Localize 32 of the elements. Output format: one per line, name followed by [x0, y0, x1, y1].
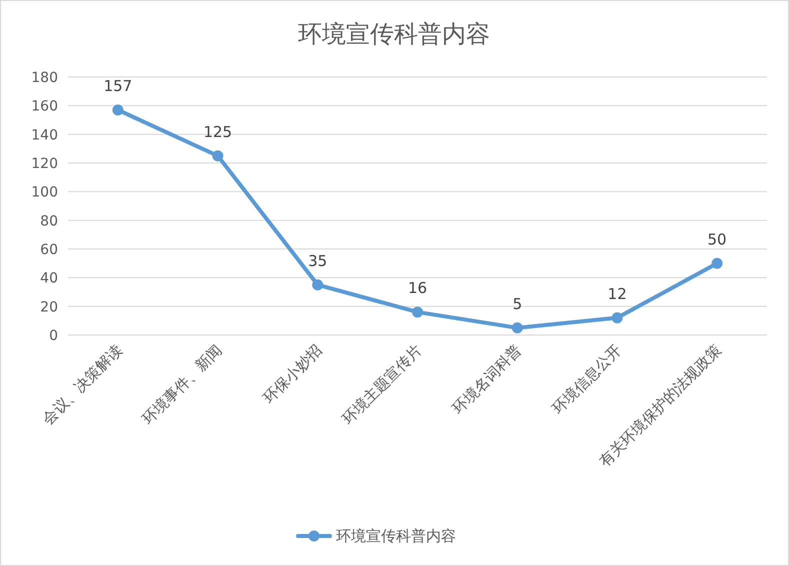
- y-tick-label: 80: [40, 213, 58, 230]
- data-label: 125: [203, 122, 232, 141]
- chart-title: 环境宣传科普内容: [298, 20, 490, 48]
- y-tick-label: 60: [40, 242, 58, 258]
- data-label: 157: [104, 76, 132, 95]
- point: [512, 322, 523, 334]
- x-tick-label: 环境主题宣传片: [338, 341, 426, 428]
- point: [112, 104, 124, 116]
- point: [412, 306, 423, 318]
- y-tick-label: 160: [31, 98, 58, 115]
- x-tick-label: 环保小妙招: [260, 341, 326, 407]
- x-tick-label: 环境信息公开: [548, 341, 626, 418]
- data-label: 5: [512, 294, 522, 313]
- y-tick-label: 20: [40, 299, 58, 316]
- y-tick-label: 100: [31, 184, 58, 201]
- data-label: 50: [708, 230, 727, 248]
- x-tick-label: 会议、决策解读: [38, 341, 126, 428]
- legend-label: 环境宣传科普内容: [336, 527, 456, 545]
- y-tick-label: 180: [31, 70, 58, 86]
- point: [612, 312, 623, 324]
- point: [312, 279, 324, 290]
- x-tick-label: 环境事件、新闻: [138, 341, 226, 428]
- y-tick-label: 120: [31, 156, 58, 172]
- y-tick-label: 40: [40, 270, 58, 287]
- point: [712, 258, 723, 269]
- data-label: 16: [408, 279, 428, 298]
- data-label: 12: [608, 284, 627, 303]
- y-tick-label: 140: [31, 127, 58, 144]
- data-label: 35: [308, 252, 328, 270]
- x-tick-label: 环境名词科普: [448, 341, 526, 418]
- point: [212, 150, 224, 162]
- y-tick-label: 0: [49, 328, 58, 344]
